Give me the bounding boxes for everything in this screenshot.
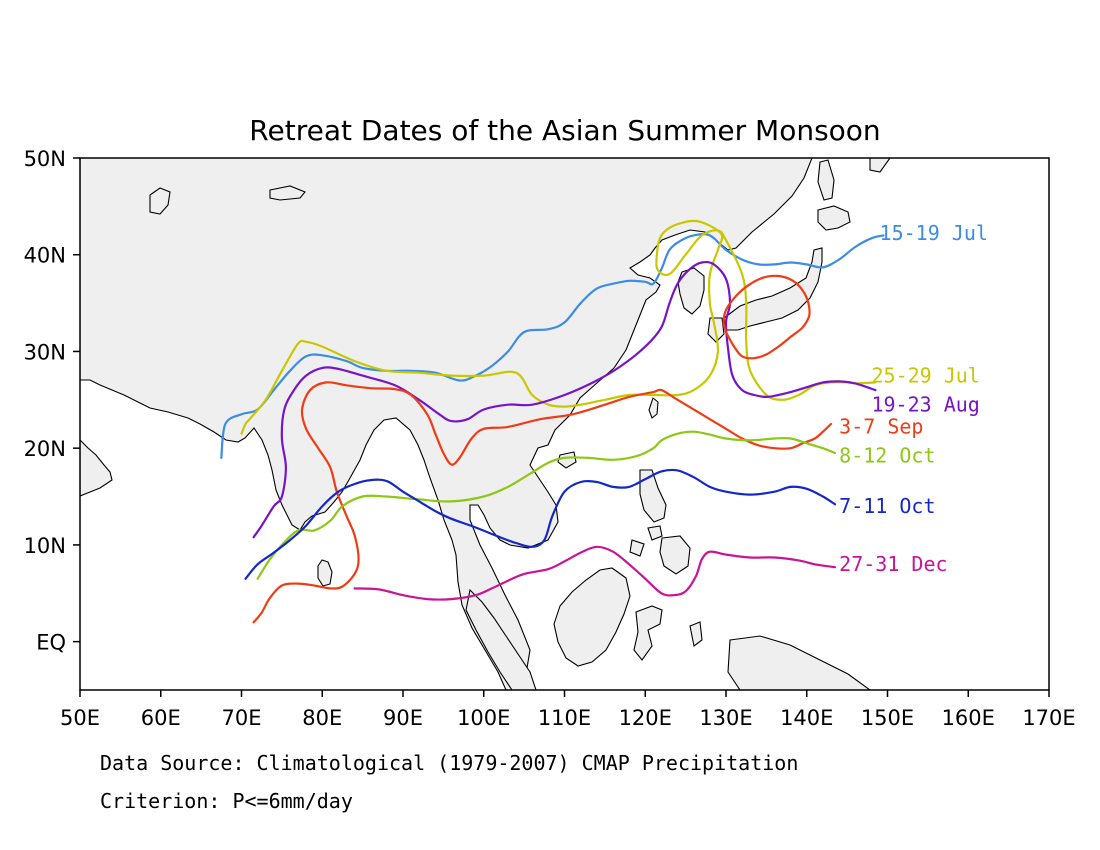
date-label: 27-31 Dec bbox=[839, 552, 947, 576]
aral-sea bbox=[269, 185, 306, 201]
x-tick-label: 170E bbox=[1022, 706, 1075, 730]
x-tick-label: 120E bbox=[619, 706, 672, 730]
new-guinea-land bbox=[727, 635, 871, 690]
x-tick-label: 80E bbox=[302, 706, 342, 730]
isoline-27-31-dec bbox=[353, 545, 837, 601]
kamchatka-land bbox=[869, 158, 891, 173]
hokkaido-land bbox=[817, 205, 851, 231]
philippines-islands-land bbox=[629, 525, 663, 557]
date-label: 25-29 Jul bbox=[871, 363, 979, 387]
x-tick-label: 70E bbox=[222, 706, 262, 730]
date-label: 15-19 Jul bbox=[880, 221, 988, 245]
x-tick-label: 110E bbox=[538, 706, 591, 730]
isoline-3-7-sep-ring bbox=[722, 274, 811, 360]
hainan-land bbox=[557, 451, 577, 469]
x-tick-label: 140E bbox=[780, 706, 833, 730]
luzon-land bbox=[639, 469, 667, 523]
date-label: 7-11 Oct bbox=[839, 494, 935, 518]
landmass-layer bbox=[80, 158, 891, 690]
isoline-15-19-jul bbox=[220, 233, 885, 459]
y-tick-label: 40N bbox=[24, 244, 66, 268]
y-tick-label: 30N bbox=[24, 340, 66, 364]
x-tick-label: 130E bbox=[699, 706, 752, 730]
date-label: 8-12 Oct bbox=[839, 444, 935, 468]
halmahera-land bbox=[689, 621, 703, 647]
isoline-8-12-oct bbox=[256, 430, 837, 580]
arabia-land bbox=[80, 439, 113, 497]
x-axis: 50E 60E 70E 80E 90E 100E 110E 120E 130E 140E 150E 1… bbox=[60, 690, 1076, 730]
isoline-3-7-sep bbox=[252, 381, 833, 624]
x-tick-label: 50E bbox=[60, 706, 100, 730]
y-axis: 50N 40N 30N 20N 10N EQ bbox=[24, 147, 80, 655]
x-tick-label: 90E bbox=[383, 706, 423, 730]
borneo-land bbox=[553, 567, 631, 667]
criterion-note: Criterion: P<=6mm/day bbox=[100, 789, 353, 813]
taiwan-land bbox=[648, 397, 659, 419]
date-label: 19-23 Aug bbox=[871, 392, 979, 416]
isoline-25-29-jul bbox=[240, 219, 877, 435]
x-tick-label: 60E bbox=[141, 706, 181, 730]
y-tick-label: 10N bbox=[24, 534, 66, 558]
sri-lanka-land bbox=[317, 559, 333, 587]
mindanao-land bbox=[659, 535, 691, 575]
y-tick-label: 20N bbox=[24, 437, 66, 461]
date-label: 3-7 Sep bbox=[839, 415, 923, 439]
sakhalin-land bbox=[817, 159, 835, 201]
sumatra-land bbox=[465, 588, 537, 690]
x-tick-label: 160E bbox=[942, 706, 995, 730]
japan-honshu-land bbox=[723, 247, 823, 331]
sulawesi-land bbox=[633, 605, 663, 661]
isoline-7-11-oct bbox=[244, 468, 837, 580]
x-tick-label: 100E bbox=[457, 706, 510, 730]
y-tick-label: EQ bbox=[36, 631, 66, 655]
data-source-note: Data Source: Climatological (1979-2007) … bbox=[100, 751, 798, 775]
x-tick-label: 150E bbox=[861, 706, 914, 730]
y-tick-label: 50N bbox=[24, 147, 66, 171]
eurasia-land bbox=[80, 158, 813, 690]
retreat-isolines bbox=[220, 219, 885, 624]
korea-land bbox=[677, 267, 705, 315]
isoline-19-23-aug bbox=[252, 260, 877, 539]
chart-title: Retreat Dates of the Asian Summer Monsoo… bbox=[249, 114, 880, 147]
caspian-sea bbox=[149, 187, 171, 215]
